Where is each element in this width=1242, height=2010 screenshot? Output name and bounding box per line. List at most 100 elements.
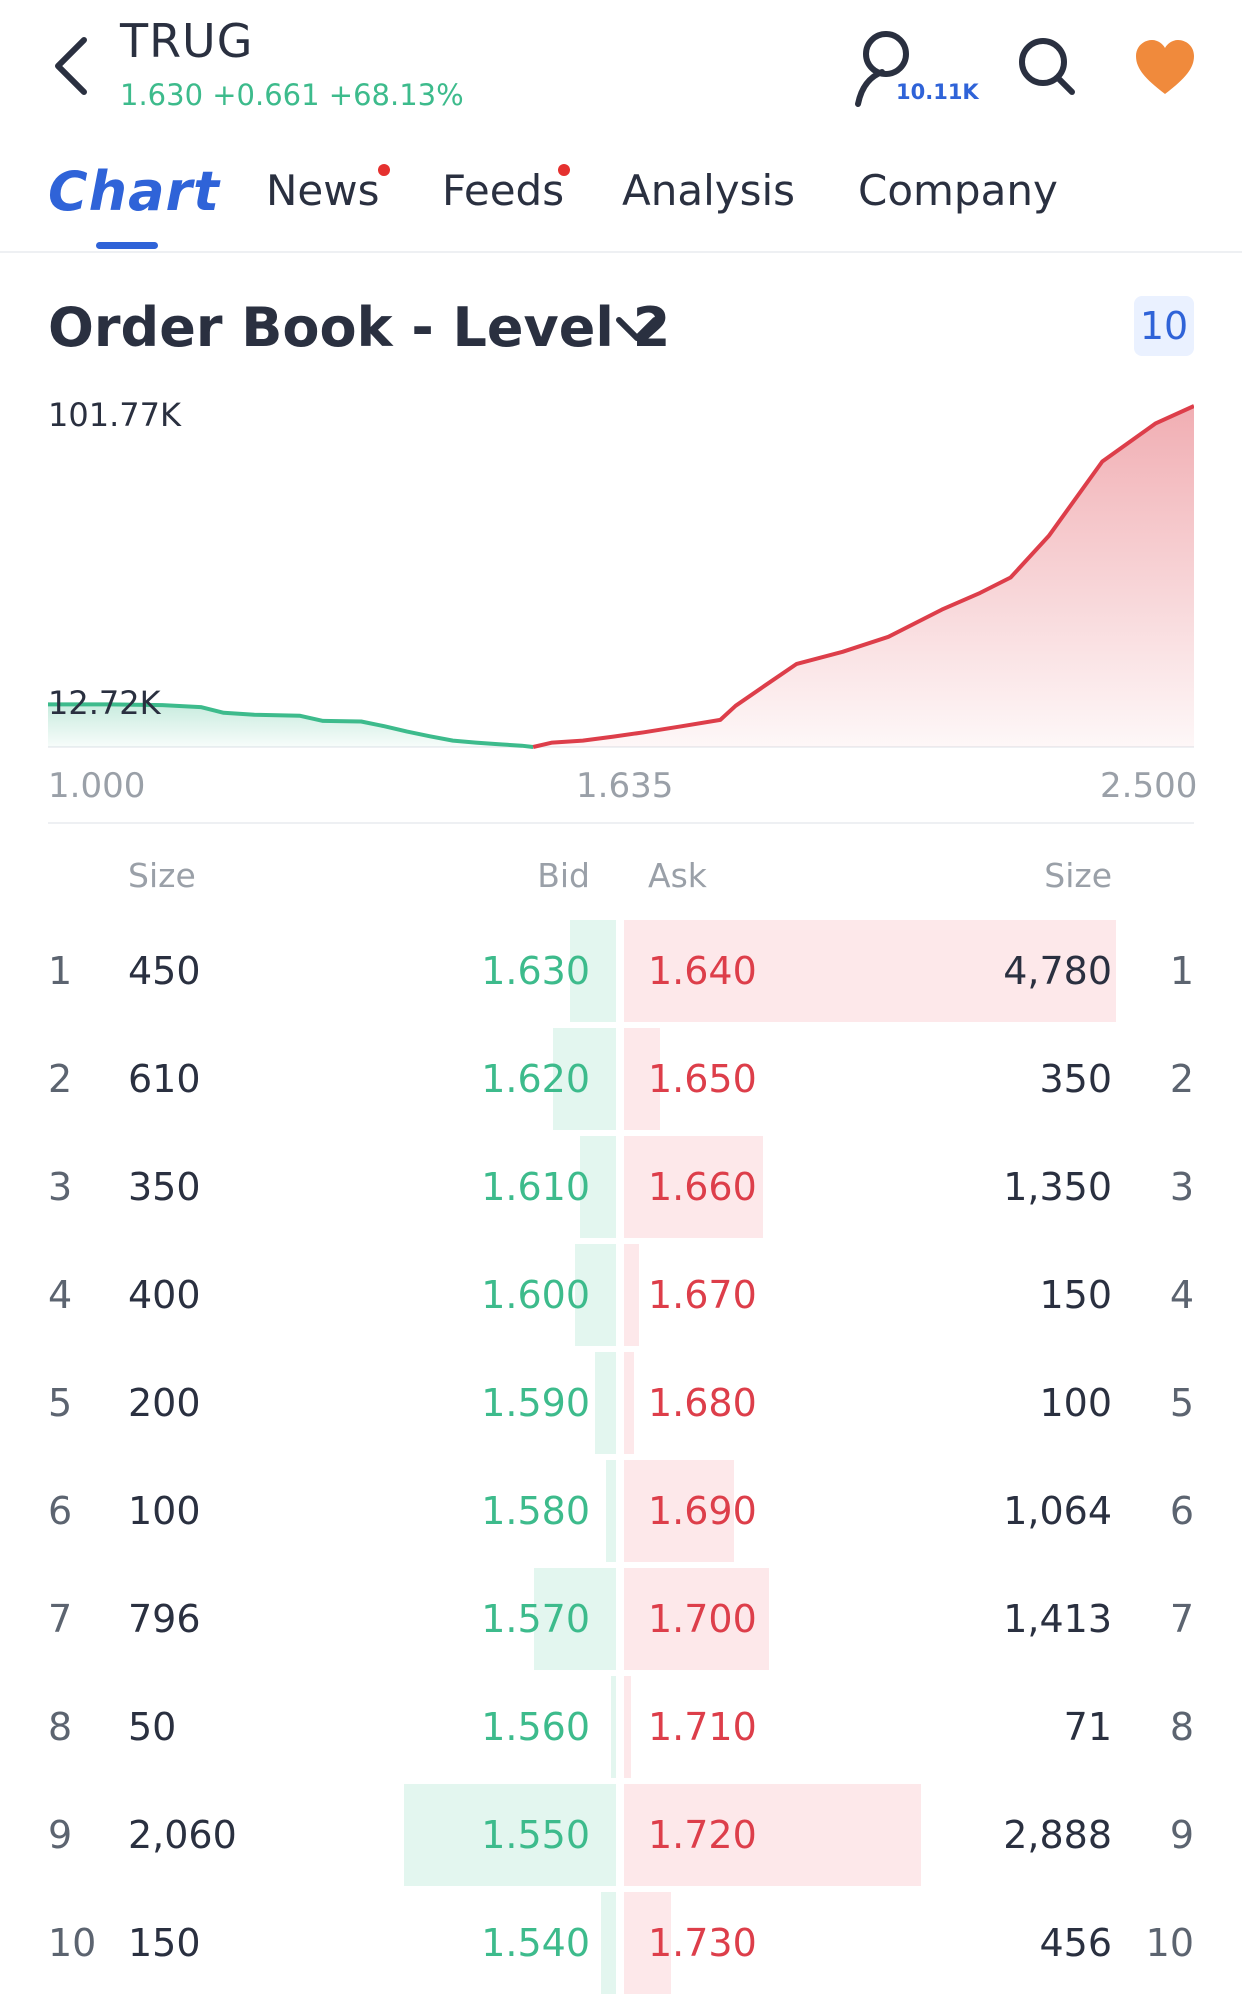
ask-level-number: 5 <box>1169 1381 1194 1425</box>
back-button[interactable] <box>48 34 94 98</box>
chart-y-min-label: 12.72K <box>48 684 161 722</box>
favorite-button[interactable] <box>1134 38 1196 96</box>
ask-size-bar <box>624 920 1116 1022</box>
ask-size-bar <box>624 1892 671 1994</box>
bid-level-number: 5 <box>48 1381 73 1425</box>
tab-feeds[interactable]: Feeds <box>442 166 565 215</box>
bid-size-cell: 450 <box>128 949 201 993</box>
table-row[interactable]: 6 100 1.580 1.690 1,064 6 <box>0 1460 1242 1568</box>
ask-price-cell: 1.720 <box>648 1813 757 1857</box>
tab-company[interactable]: Company <box>858 166 1058 215</box>
tab-news[interactable]: News <box>266 166 380 215</box>
ask-price-cell: 1.730 <box>648 1921 757 1965</box>
ask-size-cell: 1,350 <box>1003 1165 1112 1209</box>
bid-depth-area <box>48 704 534 747</box>
bid-price-cell: 1.560 <box>481 1705 590 1749</box>
depth-level-badge[interactable]: 10 <box>1134 296 1194 356</box>
bid-size-cell: 50 <box>128 1705 177 1749</box>
bid-price-cell: 1.630 <box>481 949 590 993</box>
ask-depth-area <box>533 406 1194 747</box>
ask-level-number: 6 <box>1169 1489 1194 1533</box>
table-row[interactable]: 5 200 1.590 1.680 100 5 <box>0 1352 1242 1460</box>
ask-price-cell: 1.690 <box>648 1489 757 1533</box>
ask-price-cell: 1.650 <box>648 1057 757 1101</box>
table-row[interactable]: 3 350 1.610 1.660 1,350 3 <box>0 1136 1242 1244</box>
ask-size-bar <box>624 1676 632 1778</box>
bid-size-bar <box>574 1244 616 1346</box>
bid-size-cell: 100 <box>128 1489 201 1533</box>
bid-size-cell: 796 <box>128 1597 201 1641</box>
follow-button[interactable] <box>852 28 972 108</box>
bid-level-number: 7 <box>48 1597 73 1641</box>
ask-price-cell: 1.670 <box>648 1273 757 1317</box>
bid-price-cell: 1.580 <box>481 1489 590 1533</box>
table-row[interactable]: 9 2,060 1.550 1.720 2,888 9 <box>0 1784 1242 1892</box>
table-row[interactable]: 8 50 1.560 1.710 71 8 <box>0 1676 1242 1784</box>
bid-price-cell: 1.620 <box>481 1057 590 1101</box>
bid-size-cell: 150 <box>128 1921 201 1965</box>
ask-level-number: 4 <box>1169 1273 1194 1317</box>
ask-depth-line <box>532 404 1194 749</box>
ask-price-cell: 1.640 <box>648 949 757 993</box>
ask-size-cell: 100 <box>1039 1381 1112 1425</box>
ask-price-cell: 1.700 <box>648 1597 757 1641</box>
ask-level-number: 2 <box>1169 1057 1194 1101</box>
x-tick-label: 2.500 <box>1100 766 1198 806</box>
bid-size-bar <box>534 1568 616 1670</box>
order-book-dropdown[interactable] <box>614 312 660 348</box>
ask-size-bar <box>624 1460 734 1562</box>
tab-chart[interactable]: Chart <box>48 160 220 223</box>
ask-size-cell: 350 <box>1039 1057 1112 1101</box>
bid-size-bar <box>403 1784 616 1886</box>
search-button[interactable] <box>1016 34 1076 98</box>
table-row[interactable]: 1 450 1.630 1.640 4,780 1 <box>0 920 1242 1028</box>
table-row[interactable]: 2 610 1.620 1.650 350 2 <box>0 1028 1242 1136</box>
bid-price-cell: 1.570 <box>481 1597 590 1641</box>
bid-size-cell: 2,060 <box>128 1813 237 1857</box>
bid-price-cell: 1.610 <box>481 1165 590 1209</box>
bid-size-bar <box>610 1676 616 1778</box>
ask-level-number: 9 <box>1169 1813 1194 1857</box>
ask-size-header: Size <box>1044 856 1112 895</box>
depth-chart <box>48 404 1194 749</box>
chevron-left-icon <box>55 37 87 95</box>
table-row[interactable]: 7 796 1.570 1.700 1,413 7 <box>0 1568 1242 1676</box>
ask-level-number: 7 <box>1169 1597 1194 1641</box>
ask-size-bar <box>624 1028 661 1130</box>
bid-price-cell: 1.550 <box>481 1813 590 1857</box>
ask-size-cell: 456 <box>1039 1921 1112 1965</box>
tab-analysis[interactable]: Analysis <box>622 166 796 215</box>
bid-level-number: 10 <box>48 1921 97 1965</box>
ask-size-cell: 1,413 <box>1003 1597 1112 1641</box>
table-row[interactable]: 4 400 1.600 1.670 150 4 <box>0 1244 1242 1352</box>
bid-depth-line <box>48 702 534 749</box>
ticker-symbol: TRUG <box>120 14 254 68</box>
order-book-title[interactable]: Order Book - Level 2 <box>48 296 671 359</box>
ask-size-bar <box>624 1136 763 1238</box>
heart-icon <box>1136 40 1194 94</box>
bid-size-cell: 200 <box>128 1381 201 1425</box>
bid-price-cell: 1.540 <box>481 1921 590 1965</box>
ask-price-cell: 1.660 <box>648 1165 757 1209</box>
ask-size-bar <box>624 1244 640 1346</box>
price-change-quote: 1.630 +0.661 +68.13% <box>120 78 464 112</box>
ask-size-cell: 4,780 <box>1003 949 1112 993</box>
ask-level-number: 10 <box>1145 1921 1194 1965</box>
header-divider <box>0 251 1242 253</box>
bid-size-bar <box>569 920 616 1022</box>
bid-price-cell: 1.600 <box>481 1273 590 1317</box>
bid-size-cell: 400 <box>128 1273 201 1317</box>
table-row[interactable]: 10 150 1.540 1.730 456 10 <box>0 1892 1242 2000</box>
bid-level-number: 3 <box>48 1165 73 1209</box>
bid-header: Bid <box>537 856 590 895</box>
active-tab-indicator <box>96 242 158 249</box>
ask-level-number: 8 <box>1169 1705 1194 1749</box>
bid-size-header: Size <box>128 856 196 895</box>
bid-size-cell: 350 <box>128 1165 201 1209</box>
bid-size-bar <box>595 1352 616 1454</box>
bid-level-number: 6 <box>48 1489 73 1533</box>
person-icon <box>855 31 909 107</box>
chart-divider <box>48 822 1194 824</box>
search-icon <box>1019 38 1075 95</box>
bid-size-bar <box>553 1028 616 1130</box>
